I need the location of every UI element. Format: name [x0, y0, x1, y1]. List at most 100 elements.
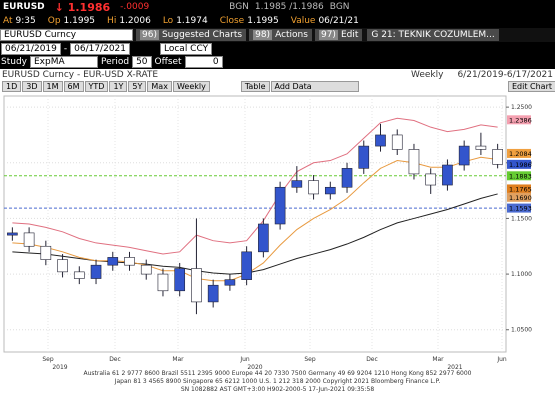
price-tag — [507, 148, 531, 158]
x-tick-label: Jun — [239, 356, 250, 363]
range-button[interactable]: 1Y — [109, 80, 128, 92]
candle-body — [475, 145, 487, 150]
candle-body — [90, 264, 102, 279]
price-tag-label: 1.2386 — [509, 116, 532, 124]
candle-body — [73, 271, 85, 279]
range-button[interactable]: Max — [147, 80, 172, 92]
frequency: Weekly — [410, 69, 444, 80]
footer-line: Japan 81 3 4565 8900 Singapore 65 6212 1… — [114, 378, 441, 385]
range-button[interactable]: Weekly — [172, 80, 210, 92]
legend-bar: EURUSD Curncy - EUR-USD X-RATE Weekly 6/2… — [0, 69, 555, 80]
candle-body — [274, 186, 286, 225]
change: -.0009 — [120, 2, 150, 12]
candle-body — [207, 284, 219, 303]
range-button[interactable]: 3D — [22, 80, 42, 92]
y-tick-label: 1.0500 — [511, 327, 532, 334]
stats-bar: At 9:35 Op 1.1995 Hi 1.2006 Lo 1.1974 Close 1.199… — [3, 14, 555, 27]
button-bar: 1D 3D 1M 6M YTD 1Y 5Y Max Weekly Table Add Data Edi… — [0, 80, 555, 92]
x-tick-label: Mar — [172, 356, 184, 363]
ticker: EURUSD — [3, 2, 45, 12]
candle-body — [425, 173, 437, 186]
stat-value: 9:35 — [15, 15, 36, 26]
stat-label: Value — [290, 15, 316, 26]
candle-body — [107, 257, 119, 266]
candle-body — [23, 232, 35, 247]
candle-body — [124, 257, 135, 266]
candle-body — [7, 232, 18, 236]
x-tick-label: Sep — [304, 356, 316, 363]
legend-security: EURUSD Curncy - EUR-USD X-RATE — [2, 69, 159, 80]
study-bar: Study ExpMA Period 50 Offset 0 — [1, 56, 555, 68]
toolbar-button[interactable]: 96) Suggested Charts — [136, 29, 247, 41]
stat-value: 06/21/21 — [318, 15, 359, 26]
date-range: 6/21/2019-6/17/2021 — [457, 69, 553, 80]
x-tick-label: Jun — [496, 356, 507, 363]
range-button[interactable]: Edit Chart — [507, 80, 555, 92]
button-number: 98) — [253, 30, 273, 40]
y-tick-label: 1.1000 — [511, 271, 532, 278]
toolbar: EURUSD Curncy 96) Suggested Charts 98) Acti… — [0, 28, 555, 42]
price-tag-label: 1.1690 — [509, 194, 532, 202]
button-label: Suggested Charts — [161, 30, 243, 40]
candle-body — [258, 223, 269, 253]
price-tag — [507, 171, 531, 181]
candle-body — [140, 264, 152, 275]
range-button[interactable]: Add Data — [270, 80, 359, 92]
toolbar-button[interactable]: 98) Actions — [249, 29, 312, 41]
candle-body — [174, 268, 186, 292]
button-label: Actions — [275, 30, 308, 40]
candle-body — [308, 180, 319, 195]
security-input[interactable]: EURUSD Curncy — [0, 29, 133, 41]
year-label: 2021 — [447, 364, 462, 370]
candle-body — [458, 145, 470, 166]
candle-body — [291, 180, 303, 188]
button-number: 96) — [140, 30, 159, 40]
range-button[interactable]: YTD — [84, 80, 109, 92]
period-label: Period — [101, 57, 130, 67]
range-button[interactable]: 5Y — [128, 80, 147, 92]
candle-body — [442, 164, 453, 186]
stat-value: 1.2006 — [119, 15, 151, 26]
range-sep: - — [63, 44, 68, 54]
bid-ask: 1.1985 /1.1986 — [254, 2, 324, 12]
price-tag-label: 1.1883 — [509, 172, 532, 180]
candle-body — [492, 149, 503, 165]
candle-body — [324, 186, 336, 195]
study-name[interactable]: ExpMA — [30, 56, 98, 68]
quote-bar: EURUSD ↓ 1.1986 -.0009 BGN 1.1985 /1.198… — [0, 0, 555, 14]
chart-name[interactable]: G 21: TEKNIK COZUMLEM... — [367, 29, 499, 41]
toolbar-button[interactable]: 97) Edit — [314, 29, 363, 41]
stat-value: 1.1995 — [247, 15, 279, 26]
end-date[interactable]: 06/17/2021 — [70, 43, 130, 55]
range-button[interactable]: Table — [240, 80, 270, 92]
chart: 1.25001.20001.15001.10001.0500SepDecMarJ… — [0, 92, 555, 370]
offset-label: Offset — [154, 57, 182, 67]
period[interactable]: 50 — [132, 56, 152, 68]
stat-label: Hi — [107, 15, 117, 26]
study-line — [12, 117, 498, 255]
currency[interactable]: Local CCY — [160, 43, 213, 55]
candle-body — [375, 134, 386, 147]
footer-line: SN 1082882 AST GMT+3:00 H902-2000-5 17-J… — [180, 386, 375, 393]
last-price: ↓ 1.1986 — [54, 0, 111, 14]
candle-body — [391, 134, 403, 150]
range-button[interactable]: 1M — [42, 80, 63, 92]
price-tag — [507, 115, 531, 125]
price-tag — [507, 192, 531, 202]
stat-label: At — [3, 15, 13, 26]
x-tick-label: Dec — [366, 356, 378, 363]
year-label: 2019 — [52, 364, 67, 370]
offset[interactable]: 0 — [184, 56, 223, 68]
x-tick-label: Sep — [42, 356, 54, 363]
button-number: 97) — [318, 30, 338, 40]
range-button[interactable]: 6M — [63, 80, 84, 92]
stat-label: Lo — [162, 15, 174, 26]
start-date[interactable]: 06/21/2019 — [1, 43, 61, 55]
y-tick-label: 1.1500 — [511, 215, 532, 222]
price-tag-label: 1.2084 — [509, 150, 532, 158]
price-tag — [507, 203, 531, 213]
candle-body — [408, 149, 420, 175]
price-tag-label: 1.1765 — [509, 185, 532, 193]
range-button[interactable]: 1D — [2, 80, 22, 92]
